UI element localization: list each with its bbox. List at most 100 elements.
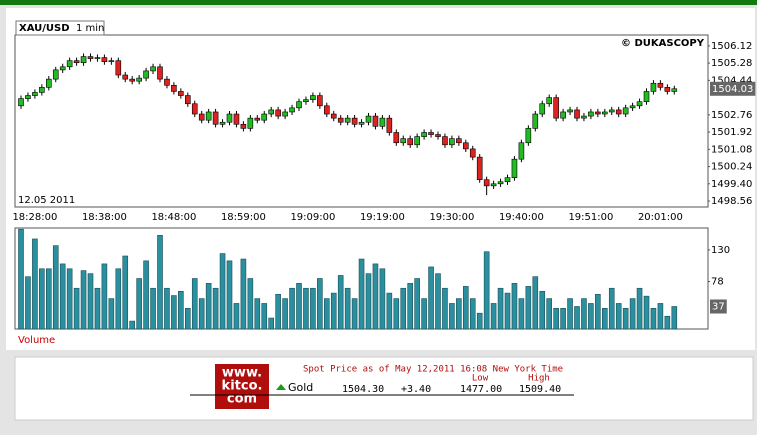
candle-body	[240, 123, 247, 129]
candle-body	[657, 82, 664, 88]
volume-bar	[303, 287, 309, 330]
candle-body	[191, 103, 198, 115]
candle-body	[379, 117, 386, 127]
y-tick-label: 1505.28	[711, 58, 752, 69]
volume-bar	[643, 295, 650, 330]
volume-bar	[553, 308, 559, 330]
candle-body	[52, 69, 59, 80]
high-header: High	[528, 374, 550, 384]
candle-body	[164, 78, 170, 86]
logo-box	[215, 364, 269, 409]
volume-bar	[317, 278, 323, 330]
volume-bar	[101, 263, 108, 330]
candle-body	[518, 142, 525, 160]
current-price-box	[710, 81, 756, 96]
x-tick-label: 20:01:00	[638, 212, 683, 223]
volume-bar	[421, 298, 427, 330]
volume-bar	[657, 303, 664, 330]
logo-line: www.	[222, 366, 262, 381]
volume-bar	[379, 268, 386, 330]
volume-bar	[483, 251, 490, 330]
candle-body	[205, 111, 212, 121]
volume-bar	[205, 283, 212, 330]
volume-bar	[400, 287, 407, 330]
y-tick-label: 1500.24	[711, 162, 752, 173]
volume-bar	[330, 292, 337, 330]
candle-body	[636, 101, 643, 107]
volume-bar	[233, 303, 240, 330]
volume-bar	[539, 290, 546, 330]
candle-body	[567, 109, 573, 113]
volume-bar	[275, 294, 281, 330]
volume-bar	[122, 255, 129, 330]
candle-body	[650, 82, 657, 92]
volume-bar	[178, 290, 184, 330]
volume-bar	[25, 276, 31, 330]
candle-body	[282, 111, 288, 117]
candle-body	[275, 109, 281, 117]
candle-body	[247, 117, 254, 129]
volume-bar	[171, 295, 177, 330]
volume-bar	[525, 286, 532, 330]
candle-body	[157, 66, 163, 80]
volume-bar	[150, 287, 156, 330]
candle-body	[497, 181, 504, 185]
volume-bar	[45, 268, 52, 330]
candle-body	[80, 56, 87, 64]
volume-bar	[344, 287, 351, 330]
candle-body	[421, 132, 427, 137]
candle-body	[490, 183, 497, 187]
x-tick-label: 18:28:00	[12, 212, 57, 223]
volume-bar	[608, 287, 615, 330]
candle-body	[581, 115, 587, 119]
candle-body	[393, 132, 400, 144]
volume-bar	[462, 286, 469, 330]
candle-body	[365, 115, 372, 123]
x-tick-label: 18:38:00	[82, 212, 127, 223]
candle-body	[435, 134, 441, 137]
spot-line: Spot Price as of May 12,2011 16:08 New Y…	[303, 365, 563, 375]
volume-bar	[469, 298, 476, 330]
candle-body	[601, 111, 608, 115]
candle-body	[574, 109, 580, 119]
volume-bar	[546, 298, 553, 330]
candle-body	[59, 66, 66, 71]
candle-body	[462, 142, 469, 150]
logo-line: com	[227, 392, 257, 407]
volume-bar	[66, 268, 73, 330]
current-volume-box	[710, 299, 727, 314]
candle-body	[358, 121, 365, 125]
volume-bar	[518, 298, 525, 330]
candle-body	[337, 117, 344, 123]
candle-body	[303, 99, 309, 103]
candle-body	[143, 70, 149, 79]
volume-bar	[393, 298, 400, 330]
high: 1509.40	[519, 384, 561, 395]
volume-bar	[32, 238, 38, 330]
volume-bar	[567, 298, 573, 330]
change: +3.40	[401, 384, 431, 395]
volume-bar	[358, 258, 365, 330]
volume-bar	[664, 315, 671, 330]
candle-body	[25, 95, 31, 99]
candle-body	[428, 132, 434, 135]
candle-body	[615, 109, 622, 115]
candle-body	[268, 109, 275, 115]
y-tick-label: 130	[711, 245, 730, 256]
volume-bar	[59, 263, 66, 330]
candle-body	[546, 97, 553, 105]
volume-bar	[73, 287, 80, 330]
volume-bar	[449, 303, 455, 330]
candle-body	[449, 138, 455, 146]
candle-body	[108, 60, 115, 62]
volume-bar	[337, 275, 344, 330]
candle-body	[101, 57, 108, 62]
volume-bar	[442, 287, 448, 330]
y-tick-label: 1506.12	[711, 41, 752, 52]
volume-bar	[671, 306, 678, 330]
volume-bar	[650, 308, 657, 330]
candle-body	[45, 78, 52, 88]
volume-bar	[80, 270, 87, 330]
volume-bar	[456, 298, 462, 330]
volume-bar	[115, 268, 122, 330]
